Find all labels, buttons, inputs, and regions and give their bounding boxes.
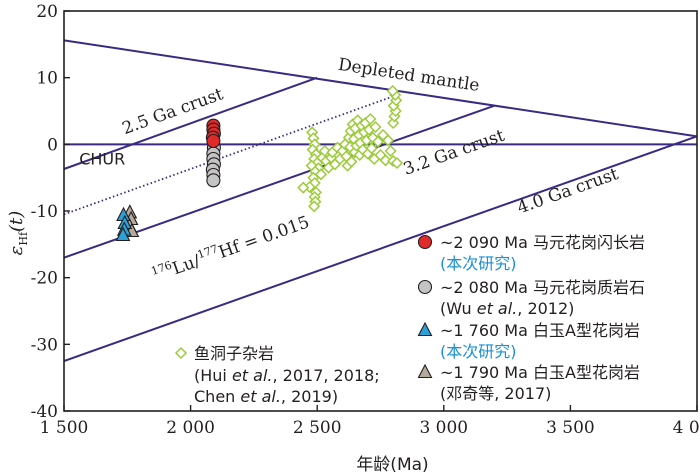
legend-item: ~1 760 Ma 白玉A型花岗岩 (本次研究) — [417, 321, 640, 361]
y-axis-title: εHf(t) — [6, 211, 30, 256]
label-chur: CHUR — [79, 149, 125, 168]
legend-item: ~2 080 Ma 马元花岗质岩石 (Wu et al., 2012) — [417, 278, 645, 318]
y-tick-label: 20 — [36, 2, 58, 22]
data-points — [115, 84, 404, 242]
legend-item: ~1 790 Ma 白玉A型花岗岩 (邓奇等, 2017) — [417, 363, 640, 403]
x-tick-label: 3 500 — [546, 418, 595, 438]
legend-item: ~2 090 Ma 马元花岗闪长岩 (本次研究) — [417, 233, 645, 273]
label-depleted-mantle: Depleted mantle — [337, 55, 481, 96]
reference-line-2-5-ga-crust — [64, 76, 318, 170]
y-tick-label: 10 — [36, 69, 58, 89]
legend: ~2 090 Ma 马元花岗闪长岩 (本次研究) ~2 080 Ma 马元花岗质岩石… — [174, 233, 645, 406]
x-tick-label: 2 500 — [293, 418, 342, 438]
data-point — [308, 200, 321, 213]
legend-label: 鱼洞子杂岩 — [194, 344, 274, 363]
x-tick-label: 1 500 — [40, 418, 89, 438]
legend-marker — [417, 234, 433, 250]
y-tick-label: -40 — [31, 402, 58, 422]
legend-label: ~1 760 Ma 白玉A型花岗岩 — [440, 321, 640, 340]
data-point — [369, 120, 382, 134]
data-point — [384, 144, 397, 158]
legend-source: (本次研究) — [440, 342, 517, 361]
data-point — [115, 226, 131, 242]
label-4-0-ga-crust: 4.0 Ga crust — [515, 164, 621, 218]
legend-source: (邓奇等, 2017) — [440, 384, 551, 403]
axis-titles: 年龄(Ma) εHf(t) — [6, 211, 429, 474]
legend-marker — [417, 363, 433, 379]
legend-source: (Wu et al., 2012) — [440, 299, 574, 318]
legend-source: (Hui et al., 2017, 2018; — [194, 366, 380, 385]
data-point — [206, 133, 221, 149]
legend-marker — [417, 279, 433, 295]
y-axis: -40 -30 -20 -10 0 10 20 — [31, 2, 70, 422]
data-point — [297, 181, 310, 194]
legend-label: ~2 090 Ma 马元花岗闪长岩 — [440, 233, 645, 252]
series-2 — [115, 206, 133, 242]
reference-line-depleted-mantle — [64, 39, 697, 138]
reference-lines — [64, 39, 697, 362]
data-point — [345, 155, 358, 168]
x-tick-label: 3 000 — [419, 418, 468, 438]
data-point — [318, 144, 331, 158]
y-tick-label: -20 — [31, 269, 58, 289]
legend-marker — [174, 346, 188, 360]
legend-marker — [417, 321, 433, 337]
x-axis-title: 年龄(Ma) — [356, 455, 428, 474]
x-axis: 1 500 2 000 2 500 3 000 3 500 4 000 — [40, 405, 700, 438]
data-point — [390, 156, 404, 170]
data-point — [382, 134, 395, 147]
data-point — [364, 112, 377, 126]
legend-source: Chen et al., 2019) — [194, 387, 338, 406]
y-tick-label: -30 — [31, 335, 58, 355]
data-point — [206, 173, 221, 188]
reference-line-4-0-ga-crust — [64, 135, 697, 362]
x-tick-label: 2 000 — [166, 418, 215, 438]
data-point — [365, 142, 378, 155]
x-tick-label: 4 000 — [673, 418, 700, 438]
y-tick-label: -10 — [31, 202, 58, 222]
legend-source: (本次研究) — [440, 254, 517, 273]
data-point — [379, 154, 392, 167]
y-tick-label: 0 — [47, 135, 58, 155]
series-4 — [297, 84, 404, 213]
legend-label: ~1 790 Ma 白玉A型花岗岩 — [440, 363, 640, 382]
data-point — [386, 84, 399, 98]
series-0 — [205, 118, 221, 149]
legend-label: ~2 080 Ma 马元花岗质岩石 — [440, 278, 645, 297]
data-point — [371, 135, 385, 148]
label-lu-hf-ratio: 176Lu/177Hf = 0.015 — [149, 211, 312, 287]
legend-item: 鱼洞子杂岩 (Hui et al., 2017, 2018; Chen et al.… — [174, 344, 380, 406]
